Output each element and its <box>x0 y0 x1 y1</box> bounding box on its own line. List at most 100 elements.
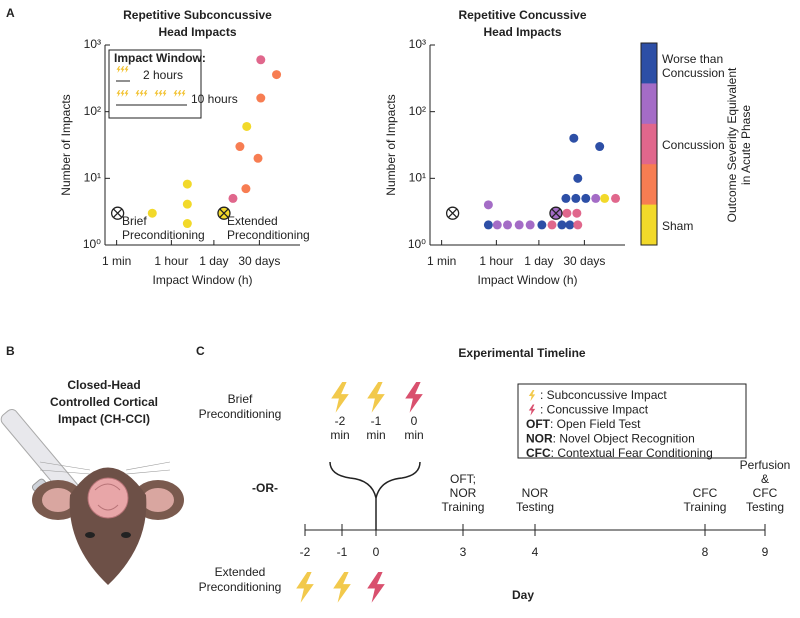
x-axis-label: Impact Window (h) <box>152 273 252 287</box>
legend-abbr: OFT <box>526 417 551 431</box>
colorbar-segment <box>641 83 657 125</box>
colorbar-label: Concussion <box>662 66 725 80</box>
extended-label: Preconditioning <box>199 580 282 594</box>
timeline-title: Experimental Timeline <box>458 346 585 360</box>
impact-icon <box>367 572 385 603</box>
point <box>256 93 266 103</box>
x-tick-label: 1 day <box>199 254 228 268</box>
point <box>562 208 572 218</box>
legend-entry: : Subconcussive Impact <box>540 388 667 402</box>
point-marker <box>483 220 493 230</box>
y-tick-label: 10² <box>84 104 101 118</box>
point-marker <box>562 208 572 218</box>
brace <box>329 461 421 499</box>
point-marker <box>182 179 192 189</box>
point-cross <box>448 208 458 218</box>
brief-time: min <box>366 428 385 442</box>
brief-label: Preconditioning <box>199 407 282 421</box>
point-marker <box>561 193 571 203</box>
extended-label: Extended <box>215 565 266 579</box>
y-tick-label: 10¹ <box>84 171 101 185</box>
point-marker <box>228 193 238 203</box>
point-marker <box>492 220 502 230</box>
chart-title: Head Impacts <box>158 25 236 39</box>
point-marker <box>272 70 282 80</box>
event-label: CFC <box>753 486 778 500</box>
point <box>110 206 125 220</box>
point-marker <box>573 173 583 183</box>
colorbar-title: Outcome Severity Equivalent in Acute Phas… <box>725 67 753 222</box>
point <box>591 193 601 203</box>
event-label: Testing <box>746 500 784 514</box>
point-marker <box>572 208 582 218</box>
point <box>514 220 524 230</box>
event-label: Testing <box>516 500 554 514</box>
event-label: CFC <box>693 486 718 500</box>
legend-text: : Subconcussive Impact <box>540 388 667 402</box>
point <box>241 184 251 194</box>
legend-entry: : Concussive Impact <box>540 403 649 417</box>
point <box>573 173 583 183</box>
point <box>182 199 192 209</box>
legend-abbr: NOR <box>526 432 553 446</box>
day-label: 9 <box>762 545 769 559</box>
point <box>561 193 571 203</box>
point-marker <box>182 219 192 229</box>
point <box>547 220 557 230</box>
x-tick-label: 1 day <box>524 254 553 268</box>
panel-label: B <box>6 344 15 358</box>
day-label: 8 <box>702 545 709 559</box>
colorbar-title-line: Outcome Severity Equivalent <box>725 67 739 222</box>
x-tick-label: 1 min <box>427 254 456 268</box>
event-label: Perfusion <box>740 458 791 472</box>
annotation: Brief <box>122 214 147 228</box>
point-marker <box>600 193 610 203</box>
point <box>581 193 591 203</box>
or-label: -OR- <box>252 481 278 495</box>
panel-label: A <box>6 6 15 20</box>
point <box>569 133 579 143</box>
x-tick-label: 1 min <box>102 254 131 268</box>
point <box>537 220 547 230</box>
point-marker <box>182 199 192 209</box>
annotation: Preconditioning <box>122 228 205 242</box>
y-tick-label: 10³ <box>84 37 101 51</box>
model-title: Controlled Cortical <box>50 395 158 409</box>
point <box>182 179 192 189</box>
point <box>492 220 502 230</box>
colorbar-title-line: in Acute Phase <box>739 105 753 185</box>
point <box>217 206 231 220</box>
legend-box <box>108 49 202 119</box>
point-marker <box>537 220 547 230</box>
point <box>483 220 493 230</box>
colorbar-frame <box>640 42 658 246</box>
day-label: 0 <box>373 545 380 559</box>
point-cross <box>219 208 229 218</box>
x-tick-label: 30 days <box>563 254 605 268</box>
point <box>600 193 610 203</box>
legend-item: 2 hours <box>143 68 183 82</box>
colorbar-label: Sham <box>662 219 693 233</box>
point-cross <box>551 208 561 218</box>
model-title: Closed-Head <box>67 378 140 392</box>
point <box>272 70 282 80</box>
brief-time: -2 <box>335 414 346 428</box>
brief-time: 0 <box>411 414 418 428</box>
point <box>573 220 583 230</box>
point <box>557 220 567 230</box>
day-label: 4 <box>532 545 539 559</box>
point-marker <box>525 220 535 230</box>
legend-title: Impact Window: <box>114 51 206 65</box>
mouse-illustration <box>0 409 184 585</box>
y-axis-label: Number of Impacts <box>384 94 398 195</box>
legend-entry: NOR: Novel Object Recognition <box>526 432 695 446</box>
event-label: & <box>761 472 769 486</box>
point-marker <box>565 220 575 230</box>
colorbar-label: Worse than <box>662 52 723 66</box>
x-tick-label: 1 hour <box>479 254 513 268</box>
point-marker <box>557 220 567 230</box>
colorbar-segment <box>641 164 657 206</box>
point <box>256 55 266 65</box>
day-label: -1 <box>337 545 348 559</box>
point <box>549 206 563 220</box>
